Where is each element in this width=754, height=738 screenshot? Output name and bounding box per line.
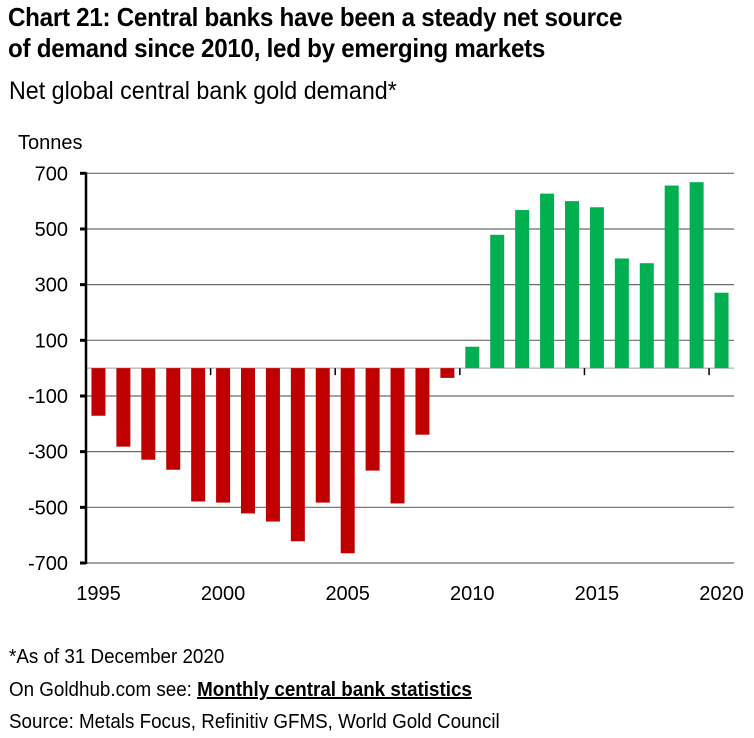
y-tick-label: 300 <box>35 275 68 297</box>
bar-2017 <box>639 263 654 369</box>
bar-2005 <box>340 368 355 554</box>
chart-title-line-2: of demand since 2010, led by emerging ma… <box>8 33 546 63</box>
bar-1996 <box>116 368 131 447</box>
x-tick-label: 2020 <box>699 583 744 605</box>
y-tick-label: -300 <box>28 442 68 464</box>
y-tick-label: -100 <box>28 386 68 408</box>
y-tick-label: 100 <box>35 330 68 352</box>
bar-1995 <box>91 368 106 416</box>
bar-2012 <box>515 210 530 369</box>
bar-2015 <box>589 207 604 369</box>
bar-1999 <box>191 368 206 502</box>
bar-1997 <box>141 368 156 460</box>
bar-2003 <box>290 368 305 542</box>
bar-2010 <box>465 346 480 369</box>
x-tick-label: 2000 <box>201 583 246 605</box>
axes <box>80 171 710 565</box>
chart-title: Chart 21: Central banks have been a stea… <box>8 2 715 64</box>
gridlines <box>86 172 734 564</box>
bar-2014 <box>565 201 579 369</box>
bar-2007 <box>390 368 405 504</box>
bar-2020 <box>714 292 729 369</box>
chart-subtitle: Net global central bank gold demand* <box>9 77 397 105</box>
x-tick-label: 2010 <box>450 583 495 605</box>
bar-2004 <box>315 368 330 503</box>
goldhub-line: On Goldhub.com see: Monthly central bank… <box>9 678 472 702</box>
x-tick-labels: 1995 2000 2005 2010 2015 2020 <box>76 583 744 605</box>
y-tick-label: 500 <box>35 219 68 241</box>
bars <box>91 182 729 554</box>
bar-2019 <box>689 182 704 369</box>
bar-2008 <box>415 368 430 435</box>
source-note: Source: Metals Focus, Refinitiv GFMS, Wo… <box>9 711 500 733</box>
bar-1998 <box>166 368 181 470</box>
bar-chart: Tonnes 700 500 300 100 -100 -300 -500 -700 1995… <box>18 132 744 605</box>
bar-2009 <box>440 368 455 378</box>
bar-2013 <box>540 193 555 369</box>
bar-2016 <box>614 258 629 369</box>
y-tick-label: -500 <box>28 497 68 519</box>
goldhub-prefix: On Goldhub.com see: <box>9 679 198 701</box>
bar-2001 <box>241 368 255 514</box>
bar-2011 <box>490 234 505 369</box>
bar-2018 <box>664 185 679 369</box>
monthly-stats-link[interactable]: Monthly central bank statistics <box>197 679 472 701</box>
x-tick-label: 2005 <box>325 583 370 605</box>
y-tick-label: -700 <box>28 553 68 575</box>
bar-2000 <box>216 368 231 503</box>
bar-2002 <box>265 368 280 522</box>
y-tick-labels: 700 500 300 100 -100 -300 -500 -700 <box>28 163 68 575</box>
x-tick-label: 2015 <box>575 583 620 605</box>
chart-title-line-1: Chart 21: Central banks have been a stea… <box>8 2 623 32</box>
x-tick-label: 1995 <box>76 583 121 605</box>
footnote: *As of 31 December 2020 <box>9 646 225 668</box>
y-tick-label: 700 <box>35 163 68 185</box>
bar-2006 <box>365 368 380 471</box>
y-axis-label: Tonnes <box>18 132 83 154</box>
